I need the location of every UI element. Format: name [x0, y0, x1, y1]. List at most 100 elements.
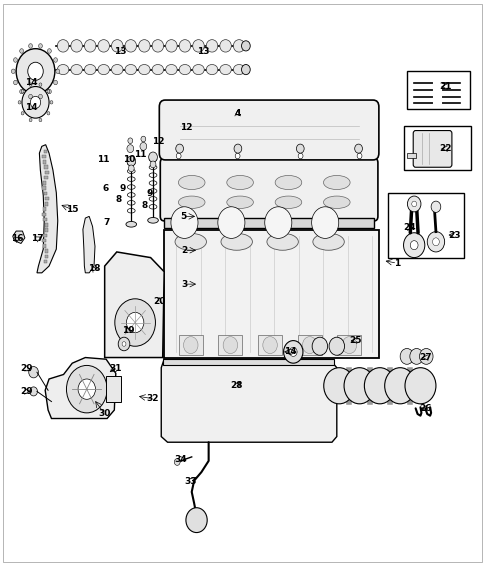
Circle shape: [217, 207, 244, 238]
Ellipse shape: [57, 65, 69, 75]
Text: 9: 9: [120, 183, 126, 192]
Bar: [336, 335, 361, 355]
Text: 11: 11: [134, 150, 146, 159]
Text: 7: 7: [103, 217, 109, 226]
Circle shape: [403, 233, 424, 258]
Ellipse shape: [227, 196, 253, 208]
Text: 16: 16: [11, 234, 24, 243]
Bar: [43, 160, 46, 164]
Text: 5: 5: [180, 212, 186, 221]
Circle shape: [20, 49, 24, 53]
Circle shape: [298, 153, 302, 159]
Text: 25: 25: [348, 336, 361, 345]
Bar: [43, 207, 46, 211]
Circle shape: [66, 366, 107, 413]
Bar: [44, 176, 47, 179]
Ellipse shape: [148, 217, 158, 223]
Ellipse shape: [312, 233, 344, 250]
Ellipse shape: [221, 233, 252, 250]
Text: 4: 4: [234, 109, 241, 118]
Bar: [164, 152, 373, 160]
Ellipse shape: [138, 65, 150, 75]
Circle shape: [262, 337, 277, 354]
Ellipse shape: [266, 233, 298, 250]
Circle shape: [170, 207, 197, 238]
Circle shape: [323, 368, 354, 404]
Circle shape: [150, 161, 156, 168]
Ellipse shape: [233, 65, 244, 75]
Text: 2: 2: [181, 246, 187, 255]
Circle shape: [39, 118, 42, 122]
Bar: [164, 217, 373, 228]
Circle shape: [21, 112, 24, 115]
Circle shape: [311, 207, 338, 238]
Circle shape: [175, 144, 183, 153]
Circle shape: [149, 152, 157, 162]
Text: 10: 10: [122, 156, 135, 164]
FancyBboxPatch shape: [412, 131, 451, 168]
Circle shape: [283, 341, 302, 363]
Bar: [45, 197, 48, 200]
Circle shape: [409, 349, 423, 365]
Circle shape: [128, 138, 133, 144]
Ellipse shape: [166, 40, 177, 52]
Circle shape: [122, 342, 126, 346]
Circle shape: [165, 110, 182, 131]
Bar: [162, 359, 333, 365]
Circle shape: [47, 49, 51, 53]
Text: 19: 19: [121, 327, 134, 336]
Text: 29: 29: [20, 365, 32, 374]
Bar: [43, 186, 46, 190]
Circle shape: [22, 87, 49, 118]
Polygon shape: [45, 358, 116, 418]
Circle shape: [404, 368, 435, 404]
Bar: [44, 150, 47, 153]
Bar: [45, 250, 48, 253]
Ellipse shape: [125, 40, 136, 52]
Circle shape: [56, 69, 60, 74]
Circle shape: [29, 44, 32, 48]
Circle shape: [126, 312, 144, 333]
Circle shape: [234, 144, 242, 153]
Bar: [45, 229, 48, 232]
Ellipse shape: [227, 175, 253, 190]
Bar: [44, 192, 47, 195]
Circle shape: [128, 165, 134, 171]
Text: 9: 9: [146, 189, 152, 198]
Ellipse shape: [84, 65, 96, 75]
Circle shape: [29, 118, 32, 122]
Ellipse shape: [138, 40, 150, 52]
Circle shape: [411, 201, 416, 207]
Ellipse shape: [178, 196, 205, 208]
Circle shape: [47, 89, 51, 94]
Ellipse shape: [178, 175, 205, 190]
Bar: [43, 244, 46, 247]
Text: 24: 24: [402, 223, 415, 232]
Circle shape: [354, 144, 362, 153]
Text: 34: 34: [174, 454, 187, 464]
Ellipse shape: [71, 40, 82, 52]
Text: 1: 1: [393, 259, 400, 268]
Circle shape: [430, 201, 440, 212]
Bar: [297, 335, 321, 355]
Bar: [45, 223, 48, 226]
Circle shape: [47, 89, 50, 93]
Ellipse shape: [206, 65, 217, 75]
Ellipse shape: [233, 40, 244, 52]
Circle shape: [341, 337, 356, 354]
Circle shape: [28, 62, 43, 80]
Text: 18: 18: [88, 264, 100, 273]
Polygon shape: [164, 230, 378, 358]
Circle shape: [39, 83, 42, 86]
Text: 15: 15: [66, 205, 78, 214]
Circle shape: [21, 89, 24, 93]
Ellipse shape: [323, 175, 349, 190]
Circle shape: [363, 368, 394, 404]
Polygon shape: [105, 252, 164, 358]
Circle shape: [14, 80, 17, 85]
Circle shape: [141, 136, 146, 142]
Circle shape: [115, 299, 155, 346]
Bar: [178, 335, 202, 355]
Ellipse shape: [71, 65, 82, 75]
Text: 11: 11: [97, 156, 110, 164]
